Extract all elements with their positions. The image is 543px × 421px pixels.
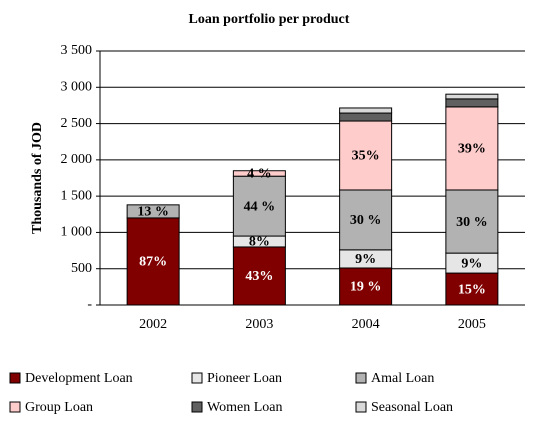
bar-label: 35% xyxy=(352,149,380,164)
bar-label: 30 % xyxy=(350,213,382,228)
legend-swatch xyxy=(191,401,203,413)
y-tick-label: 2 000 xyxy=(61,152,93,167)
x-tick-label: 2003 xyxy=(245,317,273,332)
legend-label: Group Loan xyxy=(25,400,93,415)
legend-label: Pioneer Loan xyxy=(207,371,282,386)
legend-swatch xyxy=(355,372,367,384)
y-tick-label: 500 xyxy=(71,261,92,276)
legend-label: Development Loan xyxy=(25,371,133,386)
bar-label: 44 % xyxy=(244,199,276,214)
bar-label: 15% xyxy=(458,282,486,297)
legend-label: Amal Loan xyxy=(371,371,434,386)
bar-segment xyxy=(445,189,499,254)
bar-segment xyxy=(126,204,180,219)
legend-swatch xyxy=(191,372,203,384)
bar-segment xyxy=(232,170,286,177)
y-tick-label: 3 500 xyxy=(61,43,93,58)
y-tick-label: 3 000 xyxy=(61,80,93,95)
bar-segment xyxy=(232,246,286,306)
legend-swatch xyxy=(355,401,367,413)
y-tick-label: 1 000 xyxy=(61,225,93,240)
legend-label: Seasonal Loan xyxy=(371,400,453,415)
bar-segment xyxy=(126,217,180,306)
x-tick-label: 2004 xyxy=(352,317,380,332)
bar-segment xyxy=(339,112,393,122)
bar-segment xyxy=(445,93,499,100)
bar-segment xyxy=(445,98,499,108)
bar-label: 19 % xyxy=(350,280,382,295)
bar-segment xyxy=(339,189,393,251)
legend-swatch xyxy=(9,372,21,384)
bar-label: 39% xyxy=(458,142,486,157)
bar-label: 8% xyxy=(249,235,270,250)
bar-segment xyxy=(445,106,499,191)
bar-segment xyxy=(232,175,286,237)
legend-label: Women Loan xyxy=(207,400,282,415)
bar-segment xyxy=(339,107,393,114)
y-tick-label: 2 500 xyxy=(61,116,93,131)
bar-label: 87% xyxy=(139,255,167,270)
y-tick-label: 1 500 xyxy=(61,188,93,203)
bar-label: 4 % xyxy=(247,167,272,182)
bar-label: 9% xyxy=(461,256,482,271)
x-tick-label: 2002 xyxy=(139,317,167,332)
bar-label: 30 % xyxy=(456,215,488,230)
bar-segment xyxy=(339,267,393,306)
y-axis-label: Thousands of JOD xyxy=(30,122,45,234)
legend-swatch xyxy=(9,401,21,413)
x-tick-label: 2005 xyxy=(458,317,486,332)
bar-label: 9% xyxy=(355,252,376,267)
bar-label: 43% xyxy=(245,269,273,284)
bar-label: 13 % xyxy=(137,205,169,220)
y-tick-label: - xyxy=(87,297,92,312)
chart-title: Loan portfolio per product xyxy=(189,12,350,27)
bar-segment xyxy=(339,120,393,191)
